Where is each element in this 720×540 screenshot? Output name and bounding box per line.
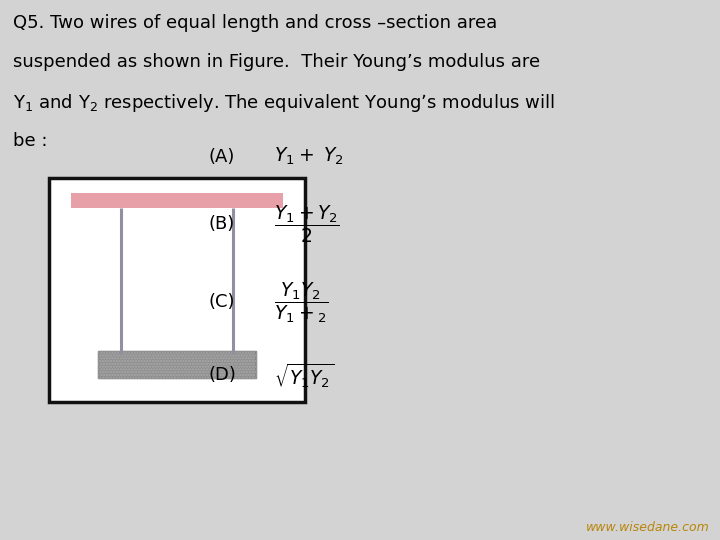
Bar xyxy=(49,178,305,402)
Bar xyxy=(97,351,256,378)
Text: (B): (B) xyxy=(209,215,235,233)
Text: $\dfrac{Y_1 Y_2}{Y_1 +_2}$: $\dfrac{Y_1 Y_2}{Y_1 +_2}$ xyxy=(274,280,328,325)
Text: www.wisedane.com: www.wisedane.com xyxy=(585,521,709,534)
Text: (D): (D) xyxy=(209,366,237,384)
Bar xyxy=(97,351,256,378)
Text: $Y_1 +\ Y_2$: $Y_1 +\ Y_2$ xyxy=(274,146,343,167)
Bar xyxy=(71,193,283,208)
Text: be :: be : xyxy=(13,132,48,150)
Text: $\sqrt{Y_1 Y_2}$: $\sqrt{Y_1 Y_2}$ xyxy=(274,361,333,390)
Text: Y$_1$ and Y$_2$ respectively. The equivalent Young’s modulus will: Y$_1$ and Y$_2$ respectively. The equiva… xyxy=(13,92,554,114)
Text: $\dfrac{Y_1 + Y_2}{2}$: $\dfrac{Y_1 + Y_2}{2}$ xyxy=(274,204,339,245)
Text: (C): (C) xyxy=(209,293,235,312)
Text: Q5. Two wires of equal length and cross –section area: Q5. Two wires of equal length and cross … xyxy=(13,14,498,31)
Text: suspended as shown in Figure.  Their Young’s modulus are: suspended as shown in Figure. Their Youn… xyxy=(13,53,540,71)
Text: (A): (A) xyxy=(209,147,235,166)
